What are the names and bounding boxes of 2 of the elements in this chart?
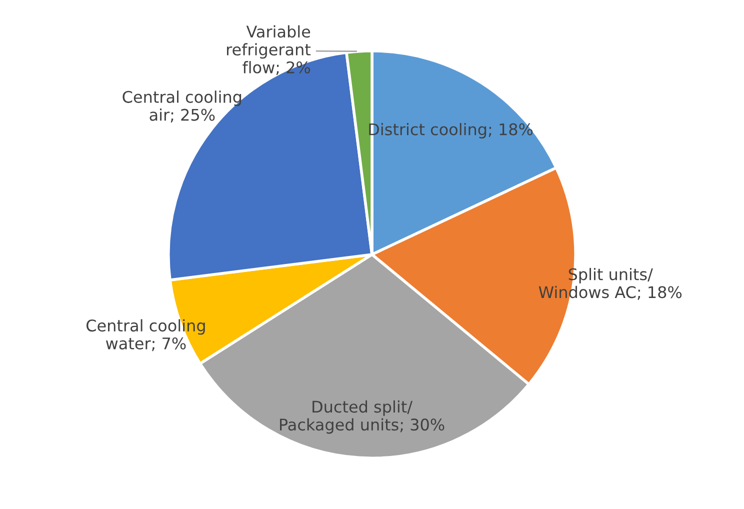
slice-label: Central cooling air; 25% bbox=[122, 90, 242, 122]
slice-label: Ducted split/ Packaged units; 30% bbox=[280, 400, 444, 434]
